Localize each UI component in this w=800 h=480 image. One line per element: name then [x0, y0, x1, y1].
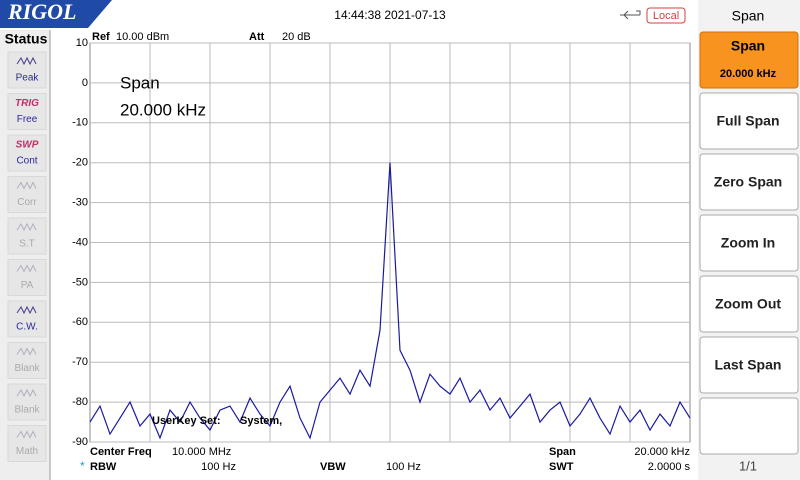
top-bar: [0, 0, 698, 30]
y-tick-label: 0: [82, 77, 88, 89]
usb-icon: [620, 10, 641, 20]
datetime: 14:44:38 2021-07-13: [334, 8, 446, 22]
menu-button[interactable]: [699, 153, 799, 211]
trace: [89, 162, 691, 440]
logo: RIGOL: [7, 0, 76, 24]
status-label: Peak: [16, 73, 40, 84]
y-tick-label: 10: [76, 37, 88, 49]
status-icon: [16, 305, 37, 315]
logo-bg: [0, 0, 112, 28]
y-tick-label: -30: [72, 197, 88, 209]
status-tag: SWP: [16, 140, 39, 151]
status-icon: [16, 347, 37, 356]
status-item: [7, 51, 47, 89]
status-label: Cont: [16, 156, 37, 167]
status-label: PA: [21, 280, 34, 291]
y-tick-label: -80: [72, 396, 88, 408]
menu-title: Span: [732, 8, 765, 24]
center-label: Center Freq: [90, 446, 152, 458]
menu-button[interactable]: [699, 275, 799, 333]
menu-button-value: 20.000 kHz: [720, 68, 777, 80]
y-tick-label: -20: [72, 157, 88, 169]
status-label: Free: [17, 114, 38, 125]
status-title: Status: [5, 31, 48, 47]
status-tag: TRIG: [15, 98, 39, 109]
status-label: Corr: [17, 197, 37, 208]
y-tick-label: -60: [72, 316, 88, 328]
menu-button-label: Span: [731, 38, 765, 54]
y-tick-label: -40: [72, 236, 88, 248]
swt-value: 2.0000 s: [648, 461, 691, 473]
status-label: C.W.: [16, 322, 38, 333]
userkey-value: System,: [240, 415, 282, 427]
local-badge: [646, 7, 686, 24]
vbw-value: 100 Hz: [386, 461, 421, 473]
menu-button[interactable]: [699, 92, 799, 150]
y-tick-label: -90: [72, 436, 88, 448]
status-icon: [16, 388, 37, 398]
y-tick-label: -70: [72, 356, 88, 368]
y-tick-label: -50: [72, 276, 88, 288]
userkey-label: UserKey Set:: [152, 415, 220, 427]
span-value: 20.000 kHz: [634, 446, 690, 458]
status-icon: [16, 264, 37, 273]
status-item: [7, 383, 47, 421]
ref-value: 10.00 dBm: [116, 31, 169, 43]
status-item: [7, 134, 47, 172]
att-value: 20 dB: [282, 31, 311, 43]
status-label: S.T: [19, 239, 35, 250]
status-label: Blank: [14, 405, 40, 416]
y-tick-label: -10: [72, 117, 88, 129]
status-icon: [16, 222, 37, 232]
overlay-value: 20.000 kHz: [120, 100, 206, 119]
status-item: [7, 93, 47, 130]
swt-label: SWT: [549, 461, 574, 473]
rbw-label: RBW: [90, 461, 117, 473]
menu-button[interactable]: [699, 336, 799, 394]
center-value: 10.000 MHz: [172, 446, 231, 458]
menu-button-label: Last Span: [715, 357, 782, 373]
rbw-mark: *: [80, 459, 85, 473]
menu-button-label: Zoom Out: [715, 296, 781, 312]
rbw-value: 100 Hz: [201, 461, 236, 473]
status-label: Blank: [14, 363, 40, 374]
menu-button-label: Zoom In: [721, 235, 775, 251]
menu-button-label: Zero Span: [714, 174, 782, 190]
att-label: Att: [249, 31, 265, 43]
vbw-label: VBW: [320, 461, 346, 473]
menu-button[interactable]: [699, 214, 799, 272]
menu-button[interactable]: [699, 31, 799, 89]
status-icon: [16, 56, 37, 66]
overlay-title: Span: [120, 73, 160, 92]
menu-page: 1/1: [739, 458, 757, 473]
status-label: Math: [16, 446, 38, 457]
ref-label: Ref: [92, 31, 110, 43]
mode: Local: [653, 10, 679, 22]
status-icon: [16, 430, 37, 439]
menu-button-empty[interactable]: [699, 397, 799, 455]
menu-button-label: Full Span: [717, 113, 780, 129]
span-label: Span: [549, 446, 576, 458]
status-icon: [16, 181, 37, 190]
